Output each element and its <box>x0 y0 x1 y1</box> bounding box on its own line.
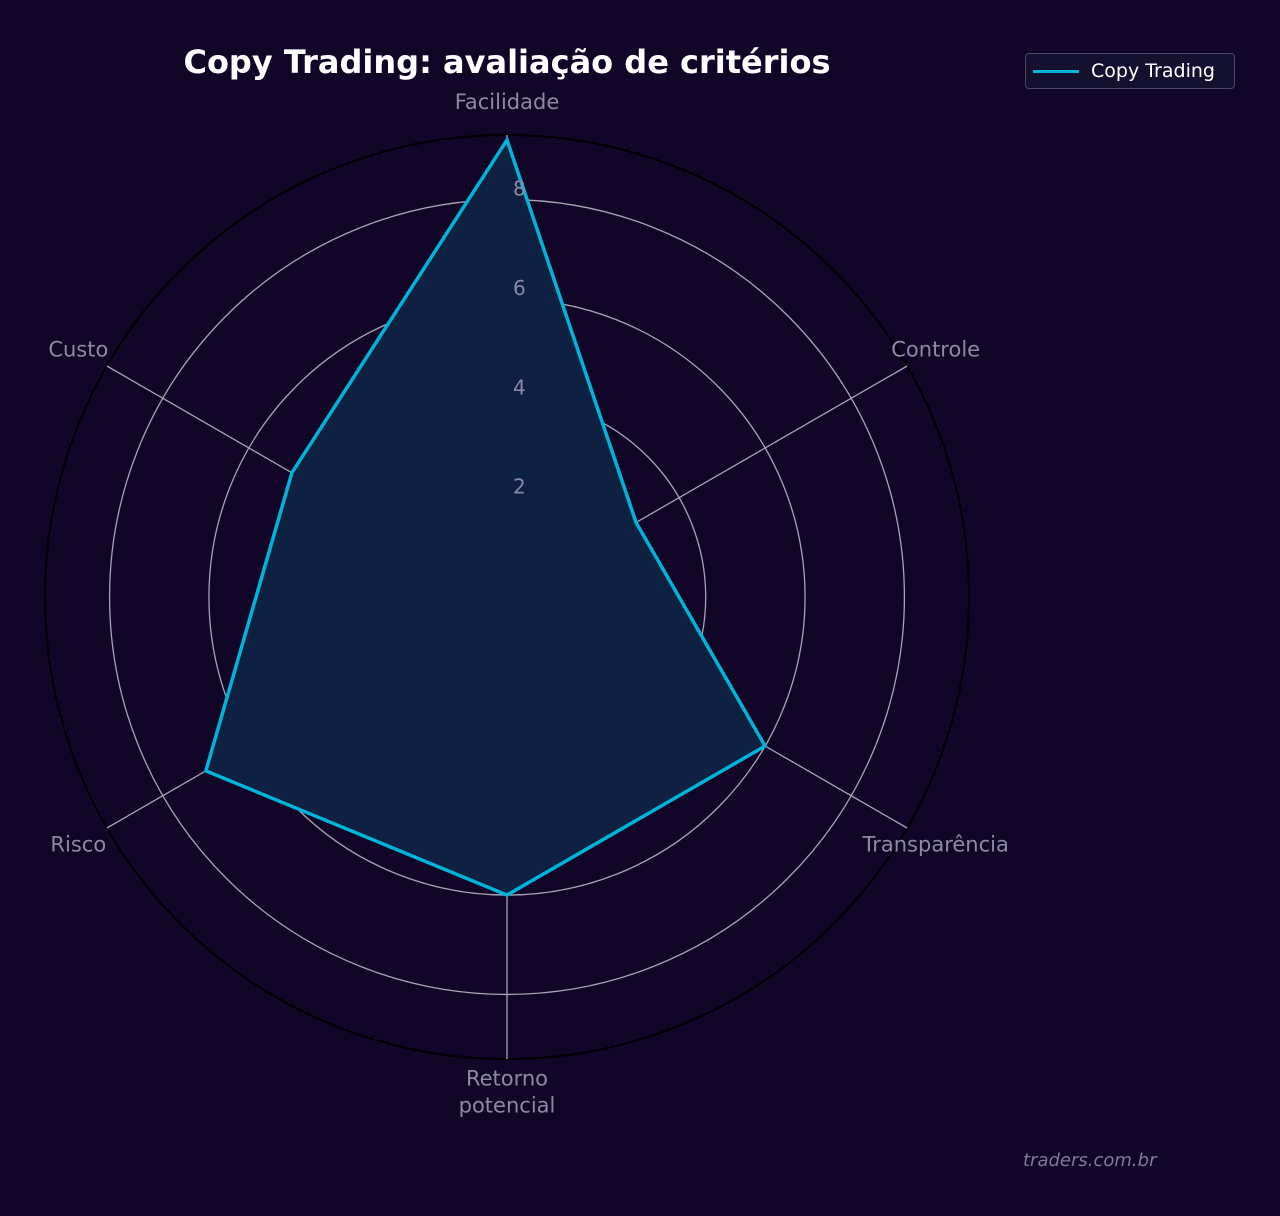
category-label: Risco <box>50 833 106 857</box>
legend-label: Copy Trading <box>1091 60 1215 82</box>
series-line <box>203 135 768 898</box>
legend: Copy Trading <box>1025 53 1235 89</box>
category-label: Retorno potencial <box>459 1067 556 1118</box>
chart-title: Copy Trading: avaliação de critérios <box>183 43 830 81</box>
watermark: traders.com.br <box>1023 1150 1157 1171</box>
category-label: Controle <box>891 338 980 362</box>
category-label: Transparência <box>862 833 1009 857</box>
radial-tick-label: 6 <box>513 276 526 300</box>
series-area <box>205 139 766 896</box>
category-label: Facilidade <box>455 90 560 114</box>
legend-swatch <box>1033 69 1079 73</box>
category-label: Custo <box>48 338 108 362</box>
radial-tick-label: 4 <box>513 375 526 399</box>
radial-tick-label: 2 <box>513 475 526 499</box>
radial-tick-label: 8 <box>513 177 526 201</box>
radar-labels: 2 4 6 8 Facilidade Controle Transparência Retor… <box>48 90 1009 1118</box>
radar-series <box>203 135 768 898</box>
